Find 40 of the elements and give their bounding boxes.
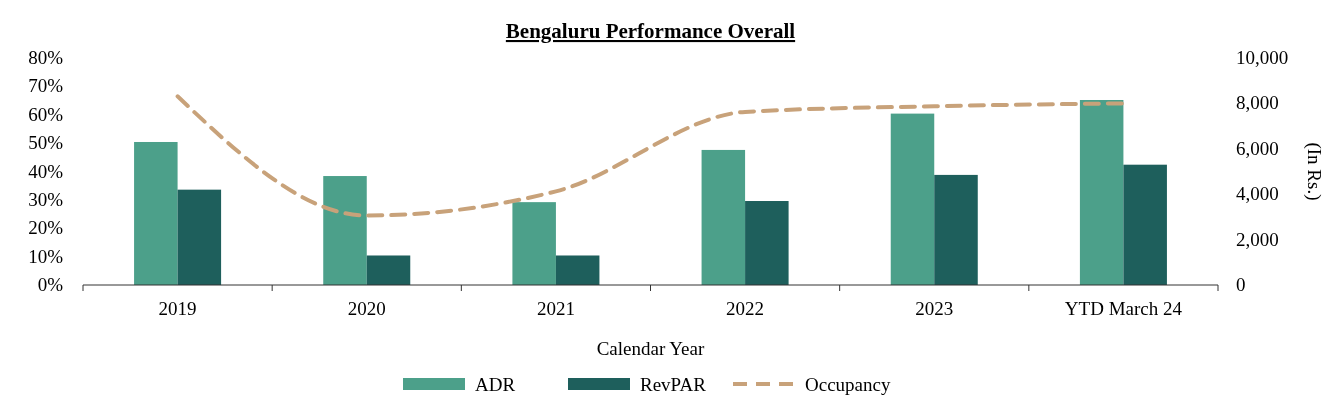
x-tick-label: 2022 — [726, 298, 765, 319]
bar — [512, 202, 556, 285]
y2-tick-label: 4,000 — [1236, 183, 1279, 205]
y2-tick-label: 0 — [1236, 274, 1246, 295]
bar — [555, 255, 600, 285]
bar — [934, 174, 978, 285]
bar — [745, 201, 789, 285]
legend-label: ADR — [475, 374, 516, 395]
bar — [1123, 164, 1167, 285]
x-tick-label: 2021 — [536, 298, 575, 319]
legend-label: RevPAR — [640, 374, 707, 395]
x-tick-label: YTD March 24 — [1064, 298, 1183, 319]
x-tick-label: 2019 — [158, 298, 197, 319]
y-tick-label: 80% — [28, 47, 64, 68]
y2-tick-label: 2,000 — [1236, 228, 1279, 250]
y2-tick-label: 10,000 — [1236, 47, 1289, 68]
y-tick-label: 10% — [28, 245, 64, 267]
y2-tick-label: 6,000 — [1236, 137, 1279, 159]
line-series — [175, 94, 1126, 218]
y-tick-label: 20% — [28, 217, 64, 239]
y-tick-label: 70% — [28, 75, 64, 97]
legend-label: Occupancy — [805, 374, 891, 395]
x-tick-label: 2020 — [347, 298, 386, 319]
y-tick-label: 30% — [28, 188, 64, 210]
y2-axis-title: (In Rs.) — [1303, 142, 1325, 201]
bar — [134, 141, 178, 285]
x-tick-label: 2023 — [915, 298, 954, 319]
bar — [890, 113, 935, 285]
x-axis-title: Calendar Year — [596, 338, 705, 359]
chart-title: Bengaluru Performance Overall — [505, 19, 796, 43]
y-tick-label: 50% — [28, 132, 64, 154]
bar — [177, 189, 222, 285]
bar — [701, 149, 746, 285]
y-tick-label: 40% — [28, 160, 64, 182]
y2-tick-label: 8,000 — [1236, 92, 1279, 114]
bar — [323, 176, 367, 285]
y-tick-label: 0% — [37, 274, 64, 295]
y-tick-label: 60% — [28, 103, 64, 125]
bar — [366, 255, 411, 285]
bar — [1079, 100, 1124, 285]
